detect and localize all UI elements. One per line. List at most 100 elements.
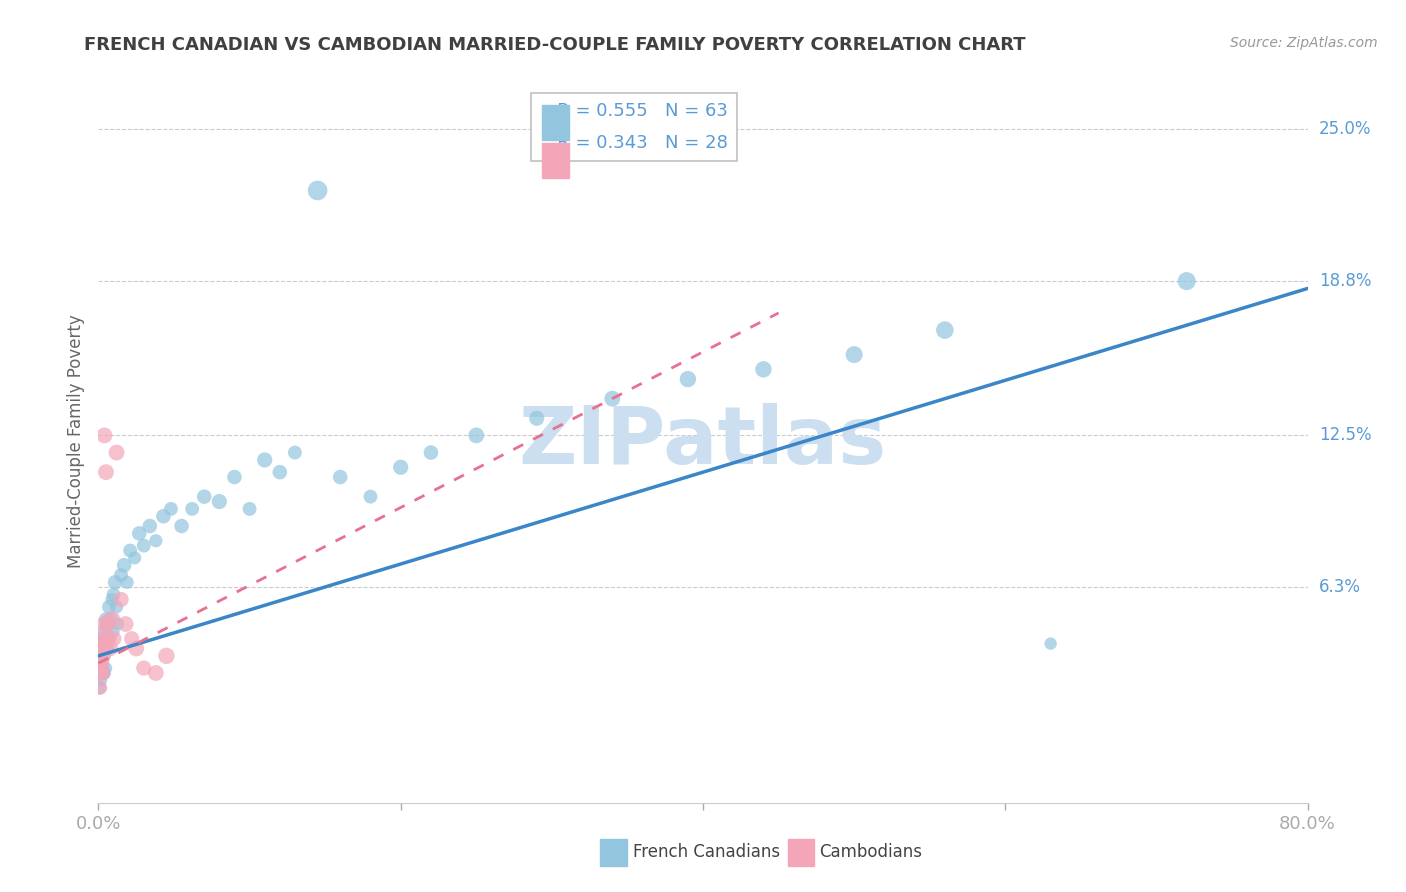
Point: [91, 665, 114, 680]
Point: [101, 612, 124, 626]
Point: [125, 641, 148, 656]
Point: [269, 465, 291, 479]
Point: [89, 641, 111, 656]
Point: [360, 490, 382, 504]
Point: [284, 445, 307, 459]
Point: [103, 624, 125, 639]
Point: [91, 665, 114, 680]
Text: Cambodians: Cambodians: [820, 843, 922, 861]
Point: [89, 648, 111, 663]
Point: [89, 656, 111, 670]
Point: [91, 637, 114, 651]
Point: [844, 348, 866, 362]
Point: [96, 641, 118, 656]
Point: [121, 632, 143, 646]
Point: [89, 681, 111, 695]
Y-axis label: Married-Couple Family Poverty: Married-Couple Family Poverty: [66, 315, 84, 568]
Point: [110, 568, 132, 582]
Text: 12.5%: 12.5%: [1319, 426, 1371, 444]
Point: [105, 599, 128, 614]
Point: [752, 362, 775, 376]
Point: [145, 665, 167, 680]
Point: [91, 648, 114, 663]
Point: [112, 558, 135, 573]
Text: R = 0.555   N = 63
   R = 0.343   N = 28: R = 0.555 N = 63 R = 0.343 N = 28: [540, 102, 728, 152]
Point: [1039, 637, 1062, 651]
Point: [193, 490, 215, 504]
Point: [89, 665, 111, 680]
Point: [170, 519, 193, 533]
Point: [100, 641, 122, 656]
Point: [145, 533, 167, 548]
Point: [139, 519, 162, 533]
Point: [114, 617, 136, 632]
Point: [91, 632, 114, 646]
Point: [160, 502, 183, 516]
Point: [90, 661, 112, 675]
Point: [90, 632, 112, 646]
Point: [90, 661, 112, 675]
Point: [93, 665, 115, 680]
Point: [90, 641, 112, 656]
FancyBboxPatch shape: [787, 838, 814, 866]
Point: [124, 550, 146, 565]
Point: [94, 465, 117, 479]
Point: [93, 624, 115, 639]
Point: [94, 661, 117, 675]
Point: [101, 592, 124, 607]
Point: [128, 526, 150, 541]
Point: [132, 539, 155, 553]
Point: [104, 575, 127, 590]
Text: 6.3%: 6.3%: [1319, 578, 1361, 596]
Point: [90, 648, 112, 663]
Point: [239, 502, 262, 516]
Point: [103, 632, 125, 646]
Point: [96, 617, 118, 632]
Point: [96, 617, 118, 632]
Text: French Canadians: French Canadians: [633, 843, 780, 861]
Point: [132, 661, 155, 675]
Point: [420, 445, 443, 459]
Point: [105, 445, 128, 459]
Point: [100, 612, 122, 626]
Point: [120, 543, 142, 558]
Point: [181, 502, 204, 516]
Point: [93, 648, 115, 663]
FancyBboxPatch shape: [543, 143, 569, 178]
Point: [152, 509, 174, 524]
Point: [526, 411, 548, 425]
Point: [91, 654, 114, 668]
Point: [103, 588, 125, 602]
Point: [107, 617, 129, 632]
Point: [329, 470, 352, 484]
Point: [89, 665, 111, 680]
FancyBboxPatch shape: [600, 838, 627, 866]
Point: [115, 575, 138, 590]
Text: Source: ZipAtlas.com: Source: ZipAtlas.com: [1230, 36, 1378, 50]
Point: [307, 184, 329, 198]
Point: [208, 494, 231, 508]
Point: [90, 673, 112, 688]
Point: [155, 648, 177, 663]
Point: [110, 592, 132, 607]
Point: [465, 428, 488, 442]
Point: [934, 323, 956, 337]
Point: [89, 637, 111, 651]
Point: [94, 612, 117, 626]
Point: [94, 637, 117, 651]
Text: 18.8%: 18.8%: [1319, 272, 1371, 290]
Point: [676, 372, 699, 386]
Point: [253, 453, 276, 467]
Point: [98, 632, 121, 646]
Text: ZIPatlas: ZIPatlas: [519, 402, 887, 481]
Point: [93, 617, 115, 632]
Point: [93, 428, 115, 442]
Text: FRENCH CANADIAN VS CAMBODIAN MARRIED-COUPLE FAMILY POVERTY CORRELATION CHART: FRENCH CANADIAN VS CAMBODIAN MARRIED-COU…: [84, 36, 1026, 54]
Point: [89, 656, 111, 670]
Point: [91, 641, 114, 656]
Point: [389, 460, 412, 475]
Point: [1175, 274, 1198, 288]
Point: [224, 470, 246, 484]
Point: [90, 637, 112, 651]
Point: [98, 599, 121, 614]
